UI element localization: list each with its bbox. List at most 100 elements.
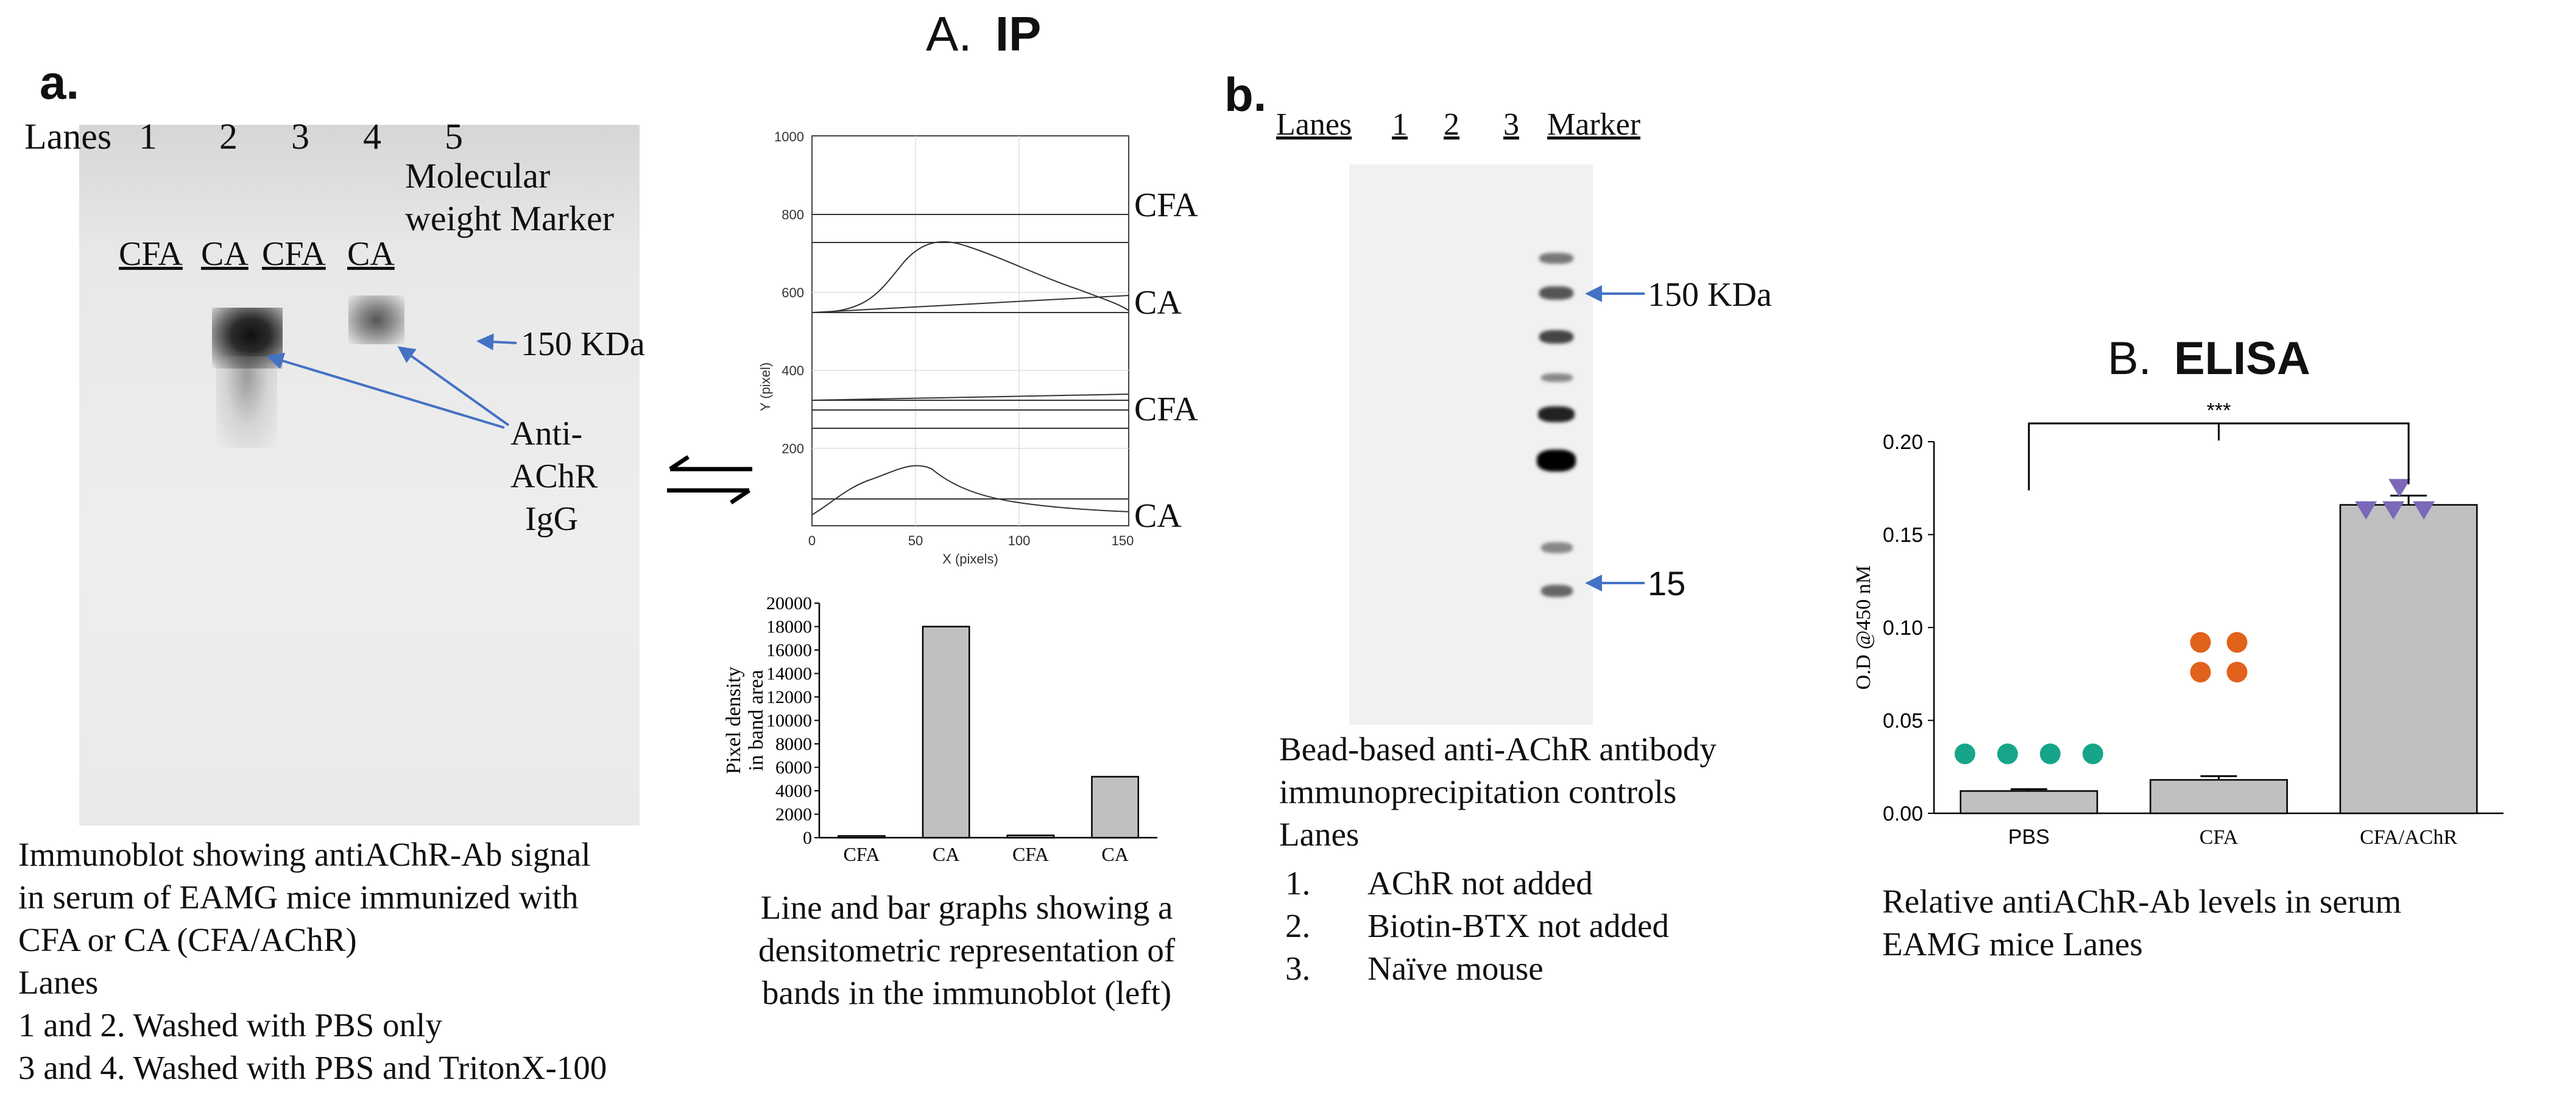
caption-a-line: in serum of EAMG mice immunized with (18, 878, 579, 916)
significance-stars: *** (2207, 399, 2231, 422)
elisa-bar (2150, 779, 2288, 815)
caption-densitometry-line: bands in the immunoblot (left) (762, 974, 1172, 1011)
elisa-point (2226, 632, 2248, 653)
panel-a-arrows (266, 333, 517, 429)
bar1-category: CA (1101, 843, 1128, 865)
elisa-point (2355, 501, 2377, 520)
marker-band (1537, 450, 1576, 472)
marker-band (1538, 406, 1575, 422)
marker-band (1539, 286, 1573, 300)
bar1-ylabel: in band area (745, 670, 768, 771)
caption-a-line: Lanes (18, 964, 99, 1001)
elisa-category: CFA/AChR (2360, 826, 2457, 849)
panel-a-letter: a. (40, 55, 80, 109)
panel-b-lane-list: 1. AChR not added 2. Biotin-BTX not added … (1285, 862, 1669, 990)
lane-number-2: 2 (219, 116, 238, 157)
arrow-antibody-lane4 (397, 346, 510, 426)
elisa-point (1954, 743, 1975, 765)
mw-150-label-a: 150 KDa (521, 325, 645, 363)
caption-elisa-line: EAMG mice Lanes (1882, 925, 2143, 963)
caption-elisa-line: Relative antiAChR-Ab levels in serum (1882, 883, 2402, 920)
panel-b-marker-label: Marker (1547, 107, 1641, 142)
bar1-bar (837, 835, 886, 839)
lane-number-4: 4 (363, 116, 381, 157)
line-plot-xtick: 50 (908, 533, 923, 548)
arrow-150kda-a (476, 333, 517, 351)
bar1-ytick: 16000 (766, 640, 812, 660)
panel-b-letter: b. (1224, 68, 1267, 121)
mw-15-label-b: 15 (1648, 564, 1686, 603)
bar1-ytick: 14000 (766, 664, 812, 684)
mw-150-label-b: 150 KDa (1648, 276, 1772, 314)
line-plot-xtick: 100 (1008, 533, 1031, 548)
elisa-point (2226, 662, 2248, 683)
bar1-ylabel: Pixel density (722, 666, 745, 774)
panel-b-lane-1: 1 (1392, 107, 1408, 142)
equilibrium-arrows-icon (667, 455, 752, 504)
line-plot-ytick: 1000 (774, 129, 804, 144)
elisa-ytick: 0.20 (1883, 431, 1923, 454)
elisa-bar-chart: O.D @450 nM 0.00 0.05 0.10 0.15 0.20 PBS CFA CFA… (1852, 399, 2504, 849)
densitometry-caption: Line and bar graphs showing a densitomet… (758, 886, 1175, 1014)
line-plot-ylabel: Y (pixel) (758, 362, 773, 411)
elisa-point (2190, 662, 2211, 683)
track-label-cfa-1: CFA (1134, 186, 1198, 224)
bar1-ytick: 8000 (775, 734, 812, 754)
elisa-point (2413, 501, 2435, 520)
lanes-label: Lanes (24, 116, 112, 157)
marker-band (1541, 373, 1573, 382)
caption-densitometry-line: densitometric representation of (758, 931, 1176, 969)
line-plot: Y (pixel) 1000 800 600 400 200 0 50 100 … (758, 129, 1134, 567)
line-plot-frame (811, 135, 1129, 526)
sample-label-cfa-1: CFA (119, 235, 183, 273)
panel-a-lanes-row: Lanes (24, 116, 111, 158)
sample-label-cfa-2: CFA (262, 235, 326, 273)
bar1-ytick: 6000 (775, 758, 812, 778)
bar1-bar (1091, 776, 1140, 839)
panel-b-lanes-label: Lanes (1276, 107, 1352, 142)
marker-band (1539, 330, 1573, 344)
marker-band (1541, 585, 1573, 597)
lane-number-3: 3 (291, 116, 309, 157)
lane-list-item: 3. Naïve mouse (1285, 950, 1544, 987)
bar1-category: CFA (1012, 843, 1049, 865)
track-label-ca-1: CA (1134, 284, 1182, 322)
line-plot-xtick: 0 (808, 533, 816, 548)
elisa-point (2039, 743, 2061, 765)
elisa-ytick: 0.00 (1883, 802, 1923, 825)
caption-a-line: Immunoblot showing antiAChR-Ab signal (18, 836, 591, 873)
bar1-ytick: 2000 (775, 805, 812, 825)
elisa-category: PBS (2008, 825, 2050, 849)
elisa-point (2082, 743, 2103, 765)
band-lane2-smear (216, 356, 277, 448)
densitometry-bar-chart: Pixel density in band area 0 2000 4000 6000 80… (722, 593, 1157, 865)
arrow-antibody-lane2 (266, 352, 505, 429)
caption-a-line: 3 and 4. Washed with PBS and TritonX-100 (18, 1049, 607, 1086)
elisa-ytick: 0.15 (1883, 524, 1923, 547)
panel-a-blot (79, 125, 640, 825)
bar1-category: CFA (843, 843, 880, 865)
elisa-ytick: 0.05 (1883, 710, 1923, 733)
lane-list-item: 1. AChR not added (1285, 864, 1593, 902)
panel-b-lane-3: 3 (1503, 107, 1519, 142)
elisa-caption: Relative antiAChR-Ab levels in serum EAM… (1882, 880, 2401, 966)
panel-b-caption: Bead-based anti-AChR antibody immunoprec… (1279, 728, 1717, 856)
marker-band (1541, 542, 1573, 553)
caption-densitometry-line: Line and bar graphs showing a (760, 889, 1173, 926)
bar1-ytick: 12000 (766, 687, 812, 707)
track-label-cfa-2: CFA (1134, 391, 1198, 428)
section-b-title: B. ELISA (2108, 332, 2310, 385)
marker-band (1539, 253, 1573, 264)
antibody-label-line3: IgG (525, 500, 579, 538)
caption-a-line: 1 and 2. Washed with PBS only (18, 1006, 442, 1044)
sample-label-ca-1: CA (201, 235, 249, 273)
line-plot-ytick: 400 (782, 363, 804, 378)
lane-list-item: 2. Biotin-BTX not added (1285, 907, 1669, 944)
panel-a-caption: Immunoblot showing antiAChR-Ab signal in… (18, 833, 607, 1089)
line-plot-xlabel: X (pixels) (942, 551, 998, 567)
antibody-label-line2: AChR (510, 458, 598, 495)
marker-label-line2: weight Marker (405, 199, 615, 238)
section-b-letter: B. (2108, 333, 2151, 384)
line-plot-ytick: 800 (782, 207, 804, 222)
bar1-ytick: 20000 (766, 593, 812, 613)
